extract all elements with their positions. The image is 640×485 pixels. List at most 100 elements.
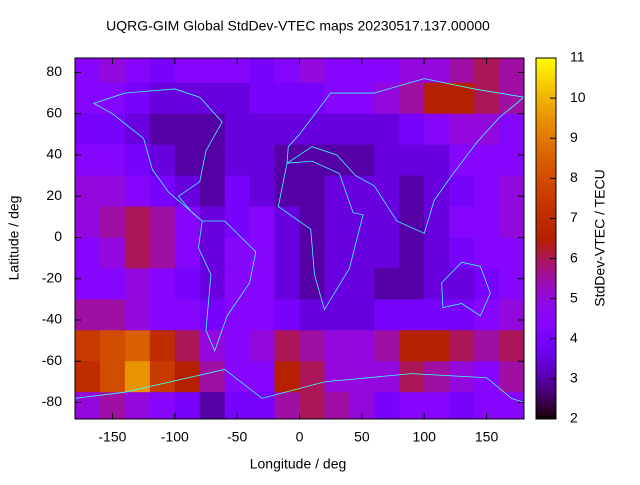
colorbar-step	[536, 241, 556, 246]
cell	[499, 206, 524, 238]
colorbar-step	[536, 331, 556, 336]
colorbar-step	[536, 343, 556, 348]
cell	[499, 144, 524, 177]
cell	[474, 144, 500, 177]
cell	[324, 58, 350, 84]
cell	[374, 58, 400, 84]
cell	[174, 206, 201, 238]
cell	[224, 268, 251, 300]
cell	[199, 299, 226, 331]
cell	[349, 206, 375, 238]
cell	[299, 175, 325, 208]
colorbar-step	[536, 154, 556, 158]
colorbar-step	[536, 115, 556, 119]
cell	[324, 206, 350, 238]
colorbar-step	[536, 301, 556, 306]
colorbar-step	[536, 268, 556, 273]
cell	[499, 330, 524, 362]
colorbar-step	[536, 403, 556, 408]
colorbar-step	[536, 250, 556, 255]
cell	[249, 58, 276, 84]
cell	[249, 144, 276, 177]
colorbar-step	[536, 313, 556, 318]
colorbar-step	[536, 361, 556, 366]
colorbar-step	[536, 160, 556, 164]
cell	[374, 237, 400, 269]
colorbar-step	[536, 319, 556, 324]
colorbar-step	[536, 316, 556, 321]
cell	[75, 206, 101, 238]
colorbar-step	[536, 208, 556, 212]
cell	[299, 361, 325, 393]
cell	[399, 144, 425, 177]
cell	[249, 175, 276, 208]
cell	[299, 237, 325, 269]
colorbar-step	[536, 346, 556, 351]
cell	[99, 361, 126, 393]
cell	[124, 299, 151, 331]
x-tick-label: -150	[98, 429, 126, 445]
colorbar-tick-label: 7	[570, 209, 578, 225]
colorbar-step	[536, 307, 556, 312]
cell	[424, 237, 450, 269]
cell	[374, 268, 400, 300]
cell	[174, 299, 201, 331]
colorbar-step	[536, 334, 556, 339]
cell	[474, 206, 500, 238]
cell	[149, 237, 176, 269]
coastline	[277, 160, 364, 311]
cell	[274, 299, 300, 331]
cell	[224, 82, 251, 115]
colorbar-step	[536, 100, 556, 104]
colorbar-step	[536, 130, 556, 134]
cell	[449, 237, 475, 269]
cell	[449, 392, 475, 419]
cell	[174, 82, 201, 115]
cell	[174, 237, 201, 269]
colorbar-step	[536, 265, 556, 270]
colorbar-step	[536, 109, 556, 113]
x-axis-label: Longitude / deg	[250, 456, 347, 472]
cell	[274, 113, 300, 146]
y-tick-label: -40	[42, 311, 62, 327]
colorbar-tick-label: 10	[570, 89, 586, 105]
cell	[374, 392, 400, 419]
colorbar-step	[536, 58, 556, 62]
colorbar-step	[536, 136, 556, 140]
cell	[99, 144, 126, 177]
cell	[149, 330, 176, 362]
cell	[174, 392, 201, 419]
colorbar-step	[536, 91, 556, 95]
cell	[75, 361, 101, 393]
cell	[75, 299, 101, 331]
cell	[75, 113, 101, 146]
x-tick-label: 50	[354, 429, 370, 445]
colorbar-step	[536, 388, 556, 393]
cell	[474, 58, 500, 84]
colorbar-step	[536, 322, 556, 327]
cell	[174, 58, 201, 84]
colorbar-step	[536, 412, 556, 417]
cell	[424, 299, 450, 331]
cell	[124, 361, 151, 393]
cell	[424, 268, 450, 300]
cell	[499, 392, 524, 419]
colorbar-step	[536, 355, 556, 360]
cell	[299, 392, 325, 419]
cell	[349, 175, 375, 208]
colorbar-step	[536, 385, 556, 390]
cell	[75, 237, 101, 269]
colorbar-step	[536, 223, 556, 227]
cell	[324, 268, 350, 300]
cell	[274, 361, 300, 393]
colorbar-step	[536, 67, 556, 71]
colorbar-step	[536, 283, 556, 288]
cell	[349, 113, 375, 146]
colorbar-step	[536, 190, 556, 194]
cell	[274, 175, 300, 208]
colorbar-step	[536, 85, 556, 89]
cell	[424, 144, 450, 177]
y-tick-label: -20	[42, 269, 62, 285]
cell	[449, 175, 475, 208]
colorbar-step	[536, 163, 556, 167]
